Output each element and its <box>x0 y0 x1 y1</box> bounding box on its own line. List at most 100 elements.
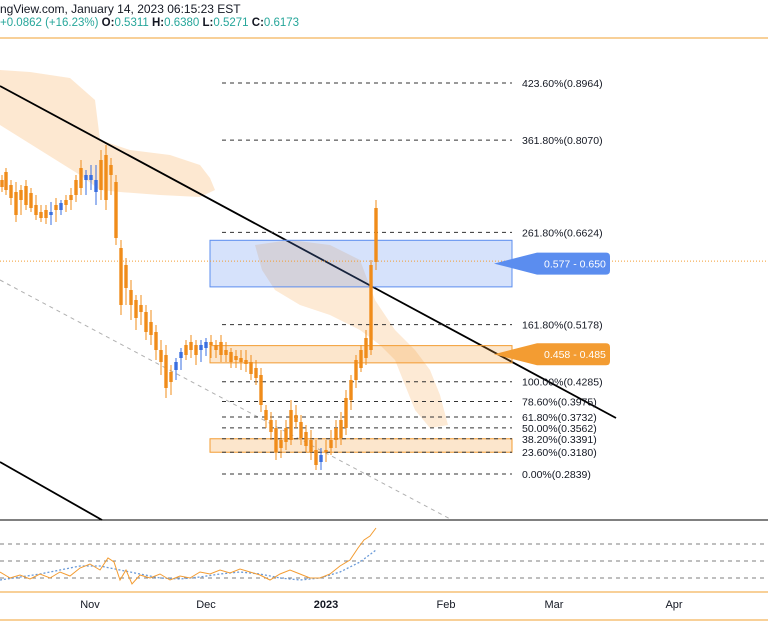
candle-body-2 <box>9 185 13 198</box>
x-tick-1: Dec <box>196 599 216 611</box>
candle-body-75 <box>374 208 378 262</box>
open-label: O: <box>101 17 115 29</box>
candle-body-27 <box>134 300 138 318</box>
candle-body-23 <box>114 182 118 238</box>
high-label: H: <box>151 17 165 29</box>
candle-body-6 <box>29 193 33 208</box>
candle-body-31 <box>154 332 158 350</box>
fib-level-label-9: 23.60%(0.3180) <box>522 447 597 459</box>
candle-body-4 <box>19 190 23 200</box>
x-tick-2: 2023 <box>314 599 338 611</box>
candle-body-44 <box>219 342 223 355</box>
low-label: L: <box>202 17 214 29</box>
candle-body-14 <box>69 195 73 200</box>
candle-body-55 <box>274 428 278 452</box>
candle-body-68 <box>339 420 343 438</box>
candle-body-52 <box>259 375 263 405</box>
open-value: 0.5311 <box>114 17 149 29</box>
candle-body-60 <box>299 422 303 438</box>
candle-body-8 <box>39 212 43 218</box>
candle-body-35 <box>174 362 178 370</box>
x-tick-0: Nov <box>80 599 100 611</box>
candle-body-47 <box>234 356 238 360</box>
candle-body-43 <box>214 345 218 350</box>
candle-body-33 <box>164 355 168 388</box>
candle-body-3 <box>14 192 18 215</box>
candle-body-46 <box>229 352 233 362</box>
candle-body-51 <box>254 368 258 378</box>
cloud-band-upper <box>0 70 215 197</box>
fib-level-label-5: 78.60%(0.3975) <box>522 396 597 408</box>
candle-body-21 <box>104 155 108 200</box>
candle-body-9 <box>44 210 48 218</box>
candle-body-40 <box>199 345 203 350</box>
candle-body-72 <box>359 350 363 368</box>
x-tick-3: Feb <box>437 599 456 611</box>
candle-body-20 <box>99 160 103 190</box>
candle-body-64 <box>319 455 323 462</box>
oscillator-pane <box>0 527 768 585</box>
oscillator-main-line <box>0 527 377 585</box>
candle-body-11 <box>54 205 58 210</box>
candle-body-1 <box>4 172 8 190</box>
candle-body-61 <box>304 432 308 446</box>
oscillator-signal-line <box>0 549 377 581</box>
candle-body-28 <box>139 305 143 312</box>
source-date-text: ngView.com, January 14, 2023 06:15:23 ES… <box>0 2 241 16</box>
close-label: C: <box>251 17 264 29</box>
dashed-channel-line <box>0 279 453 521</box>
candle-body-7 <box>34 205 38 215</box>
low-value: 0.5271 <box>213 17 249 29</box>
candle-body-22 <box>109 165 113 175</box>
fib-level-label-6: 61.80%(0.3732) <box>522 412 597 424</box>
zone-tag-label-0: 0.577 - 0.650 <box>544 259 606 271</box>
candle-body-24 <box>119 248 123 305</box>
candle-body-34 <box>169 372 173 382</box>
candle-body-57 <box>284 428 288 442</box>
candle-body-53 <box>264 410 268 420</box>
candle-body-50 <box>249 362 253 374</box>
candle-body-30 <box>149 322 153 335</box>
chart-header: ngView.com, January 14, 2023 06:15:23 ES… <box>0 0 768 38</box>
candle-body-45 <box>224 350 228 355</box>
candle-body-49 <box>244 360 248 364</box>
candle-body-37 <box>184 345 188 355</box>
fib-level-label-2: 261.80%(0.6624) <box>522 227 603 239</box>
candle-body-13 <box>64 200 68 205</box>
candle-body-69 <box>344 398 348 428</box>
candle-body-70 <box>349 380 353 400</box>
zone-tag-label-1: 0.458 - 0.485 <box>544 349 606 361</box>
fib-level-label-4: 100.00%(0.4285) <box>522 377 603 389</box>
candle-body-18 <box>89 175 93 180</box>
lower-trendline <box>0 461 103 521</box>
price-change: +0.0862 (+16.23%) <box>0 17 99 29</box>
candle-body-17 <box>84 175 88 180</box>
candle-body-12 <box>59 203 63 210</box>
candle-body-26 <box>129 290 133 305</box>
candle-body-71 <box>354 360 358 380</box>
zone-box-0 <box>209 239 513 288</box>
candle-body-19 <box>94 180 98 192</box>
fib-level-label-0: 423.60%(0.8964) <box>522 78 603 90</box>
candle-body-16 <box>79 168 83 188</box>
fib-level-label-1: 361.80%(0.8070) <box>522 135 603 147</box>
candle-body-65 <box>324 450 328 452</box>
candle-body-0 <box>0 180 4 187</box>
fib-level-label-8: 38.20%(0.3391) <box>522 434 597 446</box>
candle-body-48 <box>239 358 243 362</box>
candle-body-58 <box>289 410 293 440</box>
candle-body-32 <box>159 350 163 362</box>
candle-body-36 <box>179 352 183 358</box>
candle-body-56 <box>279 440 283 448</box>
candle-body-73 <box>364 338 368 358</box>
x-tick-5: Apr <box>665 599 682 611</box>
candle-body-29 <box>144 312 148 332</box>
candle-body-25 <box>124 265 128 288</box>
close-value: 0.6173 <box>263 17 300 29</box>
candle-body-62 <box>309 440 313 452</box>
candle-body-42 <box>209 342 213 345</box>
candle-body-10 <box>49 212 53 215</box>
candle-body-41 <box>204 342 208 348</box>
candle-body-63 <box>314 450 318 465</box>
